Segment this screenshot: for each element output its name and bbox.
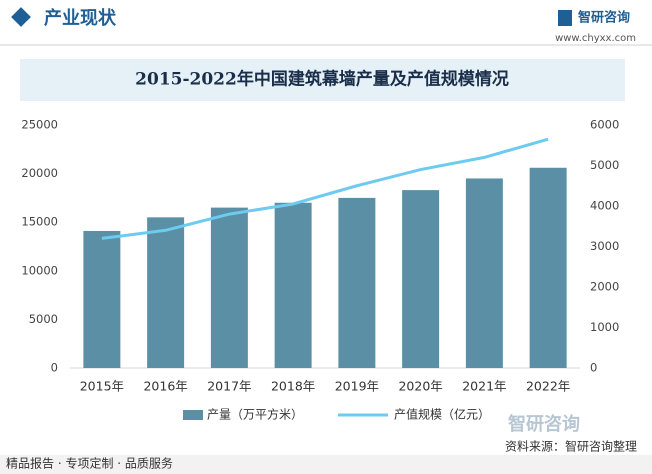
logo-text: 智研咨询 — [578, 10, 630, 26]
y2-tick-label: 3000 — [590, 239, 619, 253]
legend-label: 产量（万平方米） — [207, 407, 303, 422]
y-tick-label: 0 — [51, 361, 58, 375]
line — [101, 137, 549, 240]
bar — [274, 202, 312, 368]
header-url: www.chyxx.com — [555, 33, 636, 44]
x-tick-label: 2019年 — [335, 379, 379, 394]
x-tick-label: 2021年 — [462, 379, 506, 394]
y2-tick-label: 4000 — [590, 199, 619, 213]
y2-tick-label: 6000 — [590, 118, 619, 132]
bar — [83, 230, 121, 368]
y2-tick-label: 0 — [590, 361, 597, 375]
bar — [210, 207, 248, 368]
y-tick-label: 15000 — [21, 215, 58, 229]
slogan: 精品报告 · 专项定制 · 品质服务 — [6, 456, 173, 471]
y-tick-label: 25000 — [21, 118, 58, 132]
bar — [465, 178, 503, 368]
logo-icon — [558, 10, 572, 26]
y-tick-label: 5000 — [29, 312, 58, 326]
y2-tick-label: 5000 — [590, 158, 619, 172]
footer-logo: 智研咨询 — [508, 413, 580, 435]
y-tick-label: 10000 — [21, 263, 58, 277]
header-icon — [11, 7, 31, 27]
y2-tick-label: 2000 — [590, 280, 619, 294]
x-tick-label: 2016年 — [143, 379, 187, 394]
x-tick-label: 2017年 — [207, 379, 251, 394]
bar — [402, 190, 440, 368]
x-tick-label: 2022年 — [526, 379, 570, 394]
y-tick-label: 20000 — [21, 166, 58, 180]
title-box — [20, 59, 625, 101]
footer-bar — [0, 455, 652, 474]
x-tick-label: 2015年 — [80, 379, 124, 394]
source: 资料来源：智研咨询整理 — [505, 439, 637, 454]
bar — [147, 217, 185, 368]
legend-label: 产值规模（亿元） — [394, 407, 490, 422]
y2-tick-label: 1000 — [590, 320, 619, 334]
x-tick-label: 2018年 — [271, 379, 315, 394]
header-title: 产业现状 — [44, 7, 117, 29]
chart-title: 2015-2022年中国建筑幕墙产量及产值规模情况 — [135, 69, 509, 90]
bar — [338, 197, 376, 368]
x-tick-label: 2020年 — [398, 379, 442, 394]
legend-swatch — [183, 410, 203, 420]
bar — [529, 167, 567, 368]
